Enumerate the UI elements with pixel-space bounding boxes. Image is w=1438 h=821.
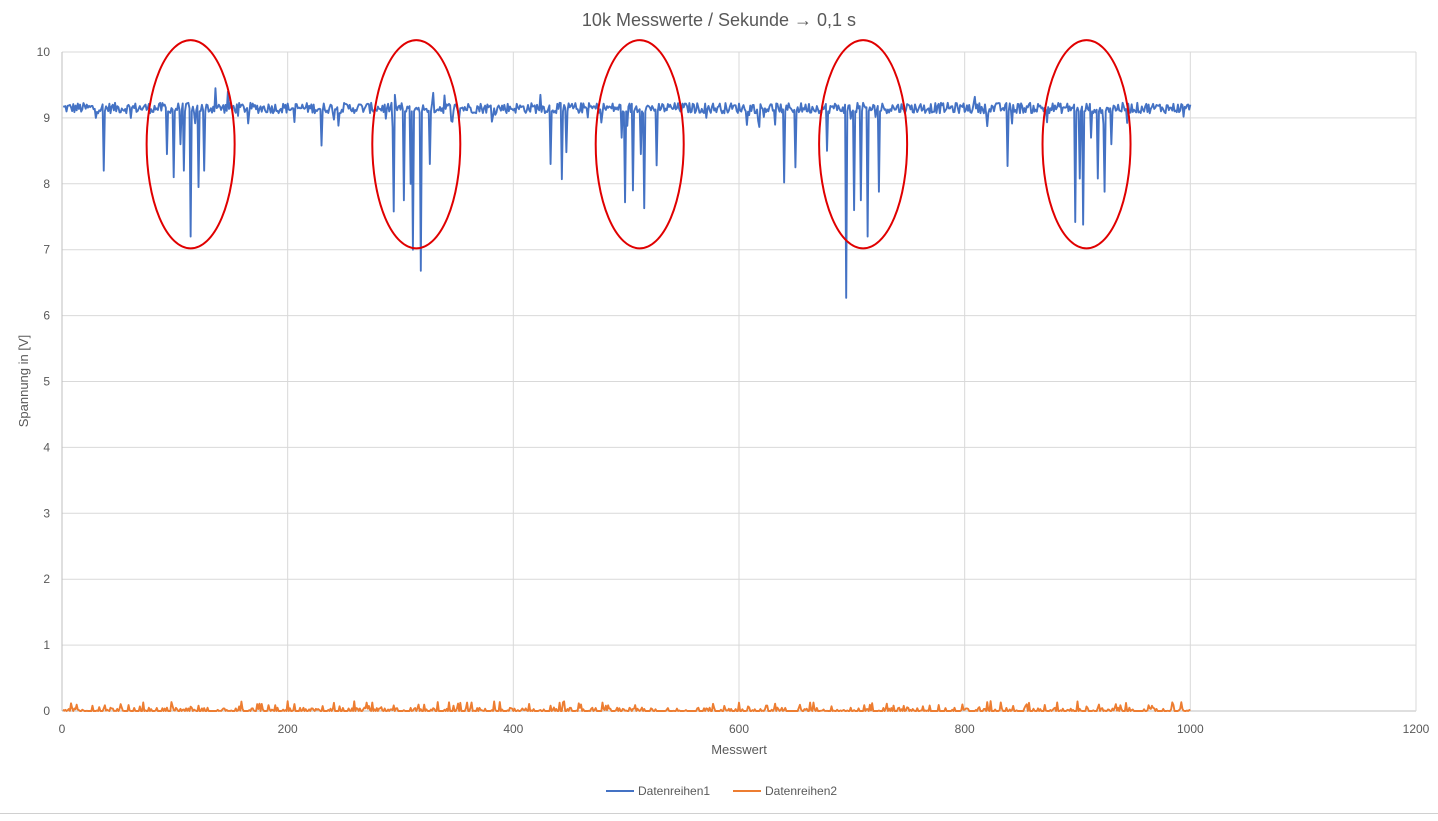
grid-lines [61, 51, 1417, 712]
y-tick-label: 7 [43, 243, 50, 257]
x-tick-label: 400 [503, 722, 523, 736]
y-axis-title: Spannung in [V] [16, 335, 31, 428]
chart-title: 10k Messwerte / Sekunde → 0,1 s [582, 10, 856, 30]
y-tick-label: 0 [43, 704, 50, 718]
highlight-ellipse-1 [145, 39, 236, 250]
highlight-ellipse-4 [818, 39, 909, 250]
y-tick-label: 10 [37, 45, 51, 59]
highlight-ellipse-3 [594, 39, 685, 250]
x-tick-label: 1000 [1177, 722, 1204, 736]
legend-label-1: Datenreihen1 [638, 784, 710, 798]
y-tick-label: 2 [43, 572, 50, 586]
axes: 0 1 2 3 4 5 6 7 8 9 10 0 200 400 600 800 1000 1200 [37, 45, 1430, 736]
y-tick-label: 6 [43, 309, 50, 323]
y-tick-label: 5 [43, 375, 50, 389]
legend-label-2: Datenreihen2 [765, 784, 837, 798]
x-axis-title: Messwert [711, 742, 767, 757]
series-line-1 [62, 87, 1192, 299]
y-tick-label: 9 [43, 111, 50, 125]
annotation-ellipses [145, 39, 1132, 250]
x-tick-label: 600 [729, 722, 749, 736]
y-tick-label: 4 [43, 440, 50, 454]
highlight-ellipse-5 [1041, 39, 1132, 250]
series-line-2 [62, 700, 1191, 712]
x-tick-label: 0 [59, 722, 66, 736]
y-tick-label: 1 [43, 638, 50, 652]
series-lines [62, 87, 1192, 712]
highlight-ellipse-2 [371, 39, 462, 250]
bottom-border [0, 813, 1438, 814]
x-tick-label: 200 [278, 722, 298, 736]
y-tick-label: 3 [43, 506, 50, 520]
legend: Datenreihen1 Datenreihen2 [606, 784, 837, 798]
y-tick-label: 8 [43, 177, 50, 191]
x-tick-label: 1200 [1403, 722, 1430, 736]
x-tick-label: 800 [955, 722, 975, 736]
